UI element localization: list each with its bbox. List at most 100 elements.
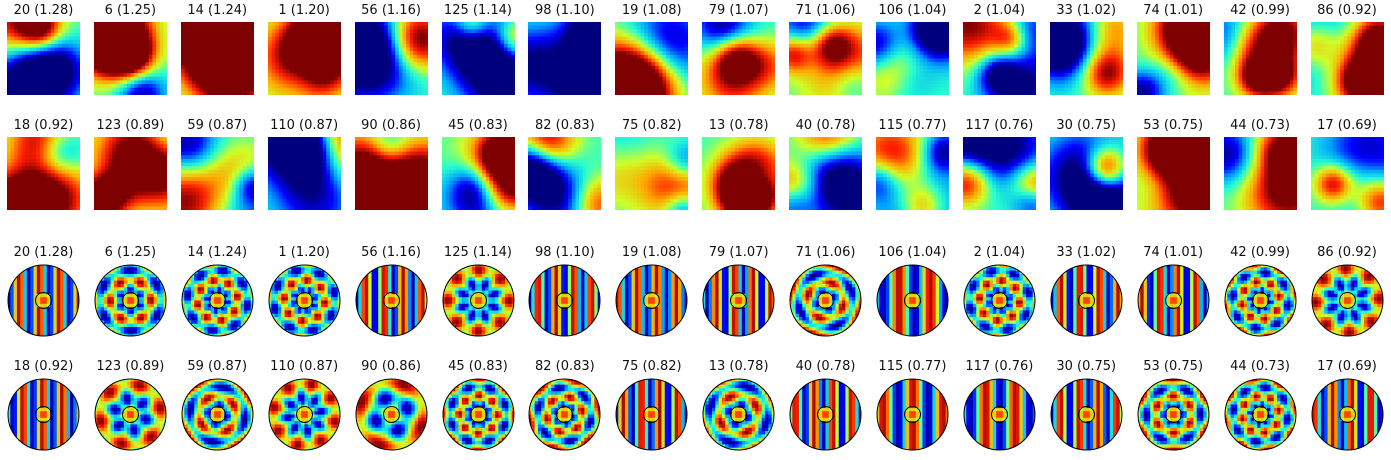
autocorrelogram-image — [268, 378, 341, 451]
rate-map-image — [268, 22, 341, 95]
heatmap-svg — [442, 264, 515, 337]
autocorrelogram-image — [94, 378, 167, 451]
heatmap-svg — [528, 137, 601, 210]
heatmap-svg — [94, 22, 167, 95]
heatmap-svg — [355, 378, 428, 451]
heatmap-svg — [615, 22, 688, 95]
heatmap-svg — [1050, 378, 1123, 451]
panel-title: 86 (0.92) — [1304, 2, 1391, 20]
heatmap-svg — [702, 264, 775, 337]
rate-map-image — [615, 137, 688, 210]
rate-map-panel: 110 (0.87) — [261, 117, 348, 217]
autocorrelogram-image — [442, 378, 515, 451]
autocorrelogram-image — [355, 264, 428, 337]
heatmap-svg — [528, 378, 601, 451]
autocorrelogram-panel: 2 (1.04) — [956, 244, 1043, 344]
autocorrelogram-image — [615, 378, 688, 451]
rate-map-image — [528, 137, 601, 210]
rate-map-panel: 18 (0.92) — [0, 117, 87, 217]
heatmap-svg — [702, 22, 775, 95]
panel-title: 74 (1.01) — [1130, 244, 1217, 262]
heatmap-svg — [94, 264, 167, 337]
rate-map-panel: 82 (0.83) — [521, 117, 608, 217]
panel-title: 71 (1.06) — [782, 2, 869, 20]
rate-map-panel: 2 (1.04) — [956, 2, 1043, 102]
autocorrelogram-panel: 40 (0.78) — [782, 358, 869, 458]
autocorrelogram-panel: 79 (1.07) — [695, 244, 782, 344]
panel-title: 106 (1.04) — [869, 2, 956, 20]
autocorrelogram-image — [1224, 264, 1297, 337]
autocorrelogram-panel: 75 (0.82) — [608, 358, 695, 458]
rate-map-image — [268, 137, 341, 210]
heatmap-svg — [963, 22, 1036, 95]
heatmap-svg — [1311, 22, 1384, 95]
autocorrelogram-image — [702, 378, 775, 451]
rate-map-panel: 45 (0.83) — [435, 117, 522, 217]
panel-title: 14 (1.24) — [174, 244, 261, 262]
panel-title: 123 (0.89) — [87, 117, 174, 135]
rate-map-panel: 90 (0.86) — [348, 117, 435, 217]
autocorrelogram-panel: 123 (0.89) — [87, 358, 174, 458]
rate-map-image — [1050, 22, 1123, 95]
autocorrelogram-image — [442, 264, 515, 337]
rate-map-panel: 53 (0.75) — [1130, 117, 1217, 217]
heatmap-svg — [702, 137, 775, 210]
panel-title: 90 (0.86) — [348, 358, 435, 376]
heatmap-svg — [7, 264, 80, 337]
panel-title: 71 (1.06) — [782, 244, 869, 262]
rate-map-image — [7, 137, 80, 210]
panel-title: 40 (0.78) — [782, 117, 869, 135]
panel-title: 75 (0.82) — [608, 358, 695, 376]
panel-title: 115 (0.77) — [869, 117, 956, 135]
heatmap-svg — [615, 264, 688, 337]
autocorrelogram-panel: 110 (0.87) — [261, 358, 348, 458]
heatmap-svg — [442, 137, 515, 210]
rate-map-panel: 14 (1.24) — [174, 2, 261, 102]
autocorrelogram-panel: 82 (0.83) — [521, 358, 608, 458]
panel-title: 59 (0.87) — [174, 117, 261, 135]
panel-title: 30 (0.75) — [1043, 117, 1130, 135]
rate-map-image — [442, 137, 515, 210]
autocorrelogram-panel: 17 (0.69) — [1304, 358, 1391, 458]
panel-title: 45 (0.83) — [435, 117, 522, 135]
heatmap-svg — [442, 22, 515, 95]
rate-map-panel: 17 (0.69) — [1304, 117, 1391, 217]
autocorrelogram-image — [1137, 378, 1210, 451]
rate-map-panel: 125 (1.14) — [435, 2, 522, 102]
panel-title: 42 (0.99) — [1217, 244, 1304, 262]
autocorrelogram-image — [615, 264, 688, 337]
panel-title: 42 (0.99) — [1217, 2, 1304, 20]
autocorrelogram-image — [1050, 378, 1123, 451]
heatmap-svg — [181, 264, 254, 337]
heatmap-svg — [355, 137, 428, 210]
rate-map-image — [1224, 137, 1297, 210]
panel-title: 19 (1.08) — [608, 244, 695, 262]
heatmap-svg — [94, 378, 167, 451]
rate-map-image — [7, 22, 80, 95]
heatmap-svg — [789, 22, 862, 95]
autocorrelogram-image — [876, 378, 949, 451]
heatmap-svg — [615, 378, 688, 451]
rate-map-image — [355, 137, 428, 210]
rate-map-image — [789, 137, 862, 210]
autocorrelogram-panel: 33 (1.02) — [1043, 244, 1130, 344]
rate-map-image — [94, 22, 167, 95]
panel-title: 33 (1.02) — [1043, 244, 1130, 262]
rate-map-image — [528, 22, 601, 95]
heatmap-svg — [7, 22, 80, 95]
panel-title: 117 (0.76) — [956, 117, 1043, 135]
panel-title: 19 (1.08) — [608, 2, 695, 20]
autocorrelogram-image — [94, 264, 167, 337]
autocorrelogram-panel: 20 (1.28) — [0, 244, 87, 344]
autocorrelogram-panel: 71 (1.06) — [782, 244, 869, 344]
rate-map-panel: 13 (0.78) — [695, 117, 782, 217]
autocorrelogram-panel: 6 (1.25) — [87, 244, 174, 344]
autocorrelogram-panel: 44 (0.73) — [1217, 358, 1304, 458]
panel-title: 1 (1.20) — [261, 2, 348, 20]
panel-title: 30 (0.75) — [1043, 358, 1130, 376]
rate-map-image — [963, 22, 1036, 95]
rate-map-panel: 117 (0.76) — [956, 117, 1043, 217]
heatmap-svg — [7, 378, 80, 451]
panel-title: 110 (0.87) — [261, 117, 348, 135]
